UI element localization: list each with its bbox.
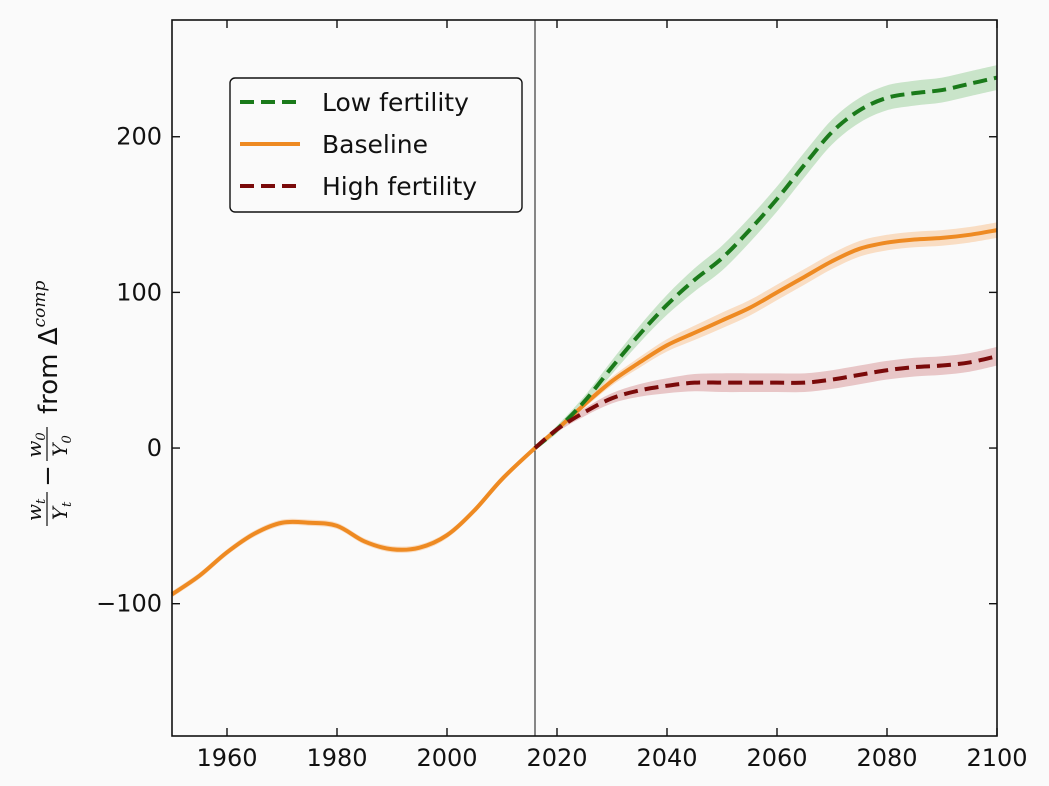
x-tick-label-2060: 2060 (746, 744, 807, 772)
legend-label-low-fertility: Low fertility (322, 88, 469, 117)
band-high-fertility (535, 346, 997, 450)
svg-text:Yt: Yt (48, 501, 75, 520)
band-low-fertility (535, 65, 997, 451)
plot-frame (171, 19, 998, 737)
y-tick-label--100: −100 (96, 590, 162, 618)
ylabel-Y-0: Y (48, 442, 72, 457)
y-tick-label-200: 200 (116, 123, 162, 151)
y-axis: −100 0 100 200 (96, 123, 997, 618)
line-high-fertility (533, 354, 998, 450)
line-low-fertility (533, 75, 998, 450)
legend-item-high-fertility: High fertility (240, 172, 477, 201)
x-tick-label-1980: 1980 (306, 744, 367, 772)
legend-label-high-fertility: High fertility (322, 172, 477, 201)
ylabel-w-0: w (22, 441, 46, 458)
svg-text:w0: w0 (22, 432, 49, 457)
line-baseline (170, 228, 998, 597)
legend-item-baseline: Baseline (240, 130, 428, 159)
x-tick-label-2020: 2020 (526, 744, 587, 772)
x-tick-label-2100: 2100 (966, 744, 1027, 772)
y-axis-label: wt Yt − w0 Y0 from Δcomp (22, 281, 75, 526)
legend: Low fertility Baseline High fertility (229, 77, 523, 213)
x-tick-label-1960: 1960 (196, 744, 257, 772)
legend-box (229, 77, 523, 213)
ylabel-comp: comp (30, 281, 50, 328)
x-tick-label-2040: 2040 (636, 744, 697, 772)
y-tick-label-0: 0 (147, 434, 162, 462)
ylabel-w-t: w (22, 504, 46, 521)
ylabel-minus: − (33, 465, 63, 487)
ylabel-sub-Y0: 0 (60, 435, 75, 443)
svg-text:from Δcomp: from Δcomp (30, 281, 64, 414)
ylabel-sub-Yt: t (60, 501, 75, 507)
x-tick-label-2080: 2080 (856, 744, 917, 772)
legend-item-low-fertility: Low fertility (240, 88, 469, 117)
ylabel-Y-t: Y (48, 505, 72, 520)
series-lines (170, 75, 998, 597)
y-tick-label-100: 100 (116, 278, 162, 306)
x-axis: 1960 1980 2000 2020 2040 2060 2080 2100 (196, 20, 1028, 772)
svg-text:Y0: Y0 (48, 435, 75, 456)
svg-text:wt: wt (22, 498, 49, 521)
x-tick-label-2000: 2000 (416, 744, 477, 772)
ylabel-sub-0: 0 (34, 432, 49, 440)
ylabel-sub-t: t (34, 498, 49, 504)
ylabel-from-delta: from Δ (34, 327, 64, 414)
legend-label-baseline: Baseline (322, 130, 428, 159)
